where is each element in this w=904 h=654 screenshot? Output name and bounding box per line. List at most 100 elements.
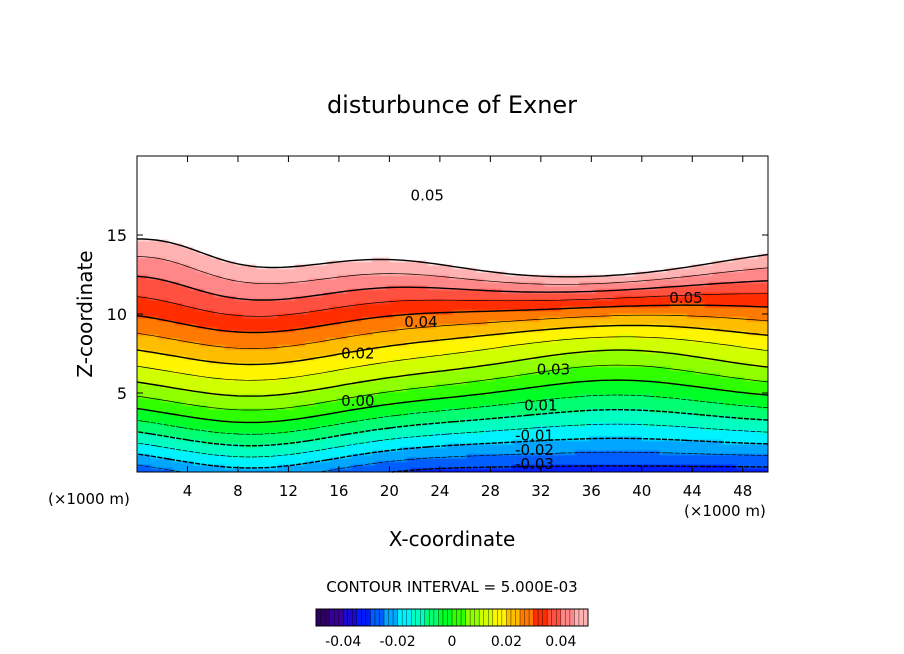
contour-line [136, 364, 769, 411]
y-axis: 5 10 15 [107, 226, 768, 403]
heatmap-field [137, 156, 768, 472]
colorbar-swatch [406, 609, 412, 626]
colorbar-swatch [560, 609, 566, 626]
colorbar-swatch [569, 609, 575, 626]
colorbar-swatch [574, 609, 580, 626]
x-tick-label: 24 [430, 482, 449, 500]
colorbar-swatch [551, 609, 557, 626]
y-tick-label: 15 [107, 226, 127, 245]
x-tick-label: 20 [380, 482, 399, 500]
colorbar-swatch [488, 609, 494, 626]
x-axis: 4 8 12 16 20 24 28 32 36 40 44 48 [183, 156, 752, 500]
contour-label: 0.05 [669, 289, 702, 307]
x-tick-label: 8 [233, 482, 243, 500]
colorbar-swatch [542, 609, 548, 626]
contour-line [136, 238, 769, 278]
colorbar-tick-label: -0.02 [379, 634, 415, 650]
colorbar-swatch [483, 609, 489, 626]
plot-area: 0.05 0.05 0.04 0.03 0.02 0.01 0.00 -0.01-0.02-0… [136, 155, 769, 474]
colorbar-swatch [393, 609, 398, 626]
y-unit-label: (×1000 m) [48, 490, 130, 508]
x-tick-label: 40 [632, 482, 651, 500]
colorbar-swatch [433, 609, 439, 626]
contour-line [136, 256, 769, 285]
contour-line [136, 293, 768, 317]
contour-line [136, 451, 769, 473]
colorbar-swatch [556, 609, 562, 626]
colorbar-swatch [510, 609, 516, 626]
colorbar-swatch [501, 609, 507, 626]
colorbar-swatch [529, 609, 534, 626]
colorbar-swatch [442, 609, 448, 626]
contour-label: -0.02 [515, 441, 554, 459]
colorbar-swatch [325, 609, 330, 626]
colorbar-swatch [479, 609, 485, 626]
colorbar-swatch [361, 609, 367, 626]
colorbar-swatch [533, 609, 539, 626]
colorbar-swatch [515, 609, 521, 626]
x-tick-label: 28 [481, 482, 500, 500]
colorbar-swatch [429, 609, 435, 626]
colorbar-swatch [465, 609, 471, 626]
chart-title: disturbunce of Exner [327, 91, 577, 119]
colorbar-swatch [565, 609, 571, 626]
colorbar-swatch [538, 609, 543, 626]
colorbar-swatch [374, 609, 380, 626]
colorbar-swatch [411, 609, 417, 626]
contour-line [136, 314, 769, 349]
x-tick-label: 12 [279, 482, 298, 500]
x-tick-label: 48 [733, 482, 752, 500]
colorbar-swatch [379, 609, 385, 626]
colorbar-swatch [474, 609, 480, 626]
colorbar-swatch [352, 609, 358, 626]
x-tick-label: 4 [183, 482, 193, 500]
colorbar-swatch [456, 609, 462, 626]
colorbar-swatch [524, 609, 530, 626]
contour-label: 0.03 [537, 360, 570, 378]
contour-line [136, 324, 769, 366]
contour-line [136, 349, 769, 397]
contour-label: -0.01 [515, 427, 554, 445]
colorbar: -0.04 -0.02 0 0.02 0.04 [315, 608, 589, 650]
colorbar-swatch [547, 609, 553, 626]
contour-line [136, 275, 769, 301]
colorbar-swatch [402, 609, 407, 626]
y-tick-label: 5 [117, 384, 127, 403]
y-tick-label: 10 [107, 305, 127, 324]
colorbar-swatch [370, 609, 376, 626]
colorbar-swatch [397, 609, 403, 626]
colorbar-swatch [506, 609, 512, 626]
contour-interval-text: CONTOUR INTERVAL = 5.000E-03 [326, 578, 577, 596]
colorbar-swatch [329, 609, 335, 626]
colorbar-frame [315, 608, 589, 627]
x-tick-label: 36 [582, 482, 601, 500]
contour-line [136, 304, 769, 334]
colorbar-swatch [316, 609, 321, 626]
colorbar-swatch [424, 609, 430, 626]
x-unit-label: (×1000 m) [684, 502, 766, 520]
contour-line [136, 379, 769, 424]
colorbar-swatch [388, 609, 394, 626]
colorbar-swatch [320, 609, 326, 626]
contour-labels: 0.05 0.05 0.04 0.03 0.02 0.01 0.00 -0.01-0.02-0… [341, 187, 703, 474]
colorbar-swatch [356, 609, 362, 626]
contour-label: 0.04 [404, 313, 437, 331]
colorbar-swatch [578, 609, 584, 626]
contour-label: 0.05 [411, 187, 444, 205]
colorbar-tick-label: 0.02 [491, 634, 522, 650]
contour-line [136, 437, 769, 469]
x-tick-label: 44 [683, 482, 702, 500]
colorbar-swatch [447, 609, 453, 626]
contour-label: 0.01 [524, 397, 557, 415]
colorbar-swatch [492, 609, 498, 626]
colorbar-swatch [452, 609, 457, 626]
colorbar-swatch [334, 609, 339, 626]
colorbar-swatch [384, 609, 389, 626]
contour-line [136, 336, 769, 381]
x-tick-label: 32 [531, 482, 550, 500]
colorbar-swatch [520, 609, 525, 626]
x-tick-label: 16 [329, 482, 348, 500]
colorbar-tick-label: 0 [448, 634, 457, 650]
colorbar-swatch [470, 609, 475, 626]
